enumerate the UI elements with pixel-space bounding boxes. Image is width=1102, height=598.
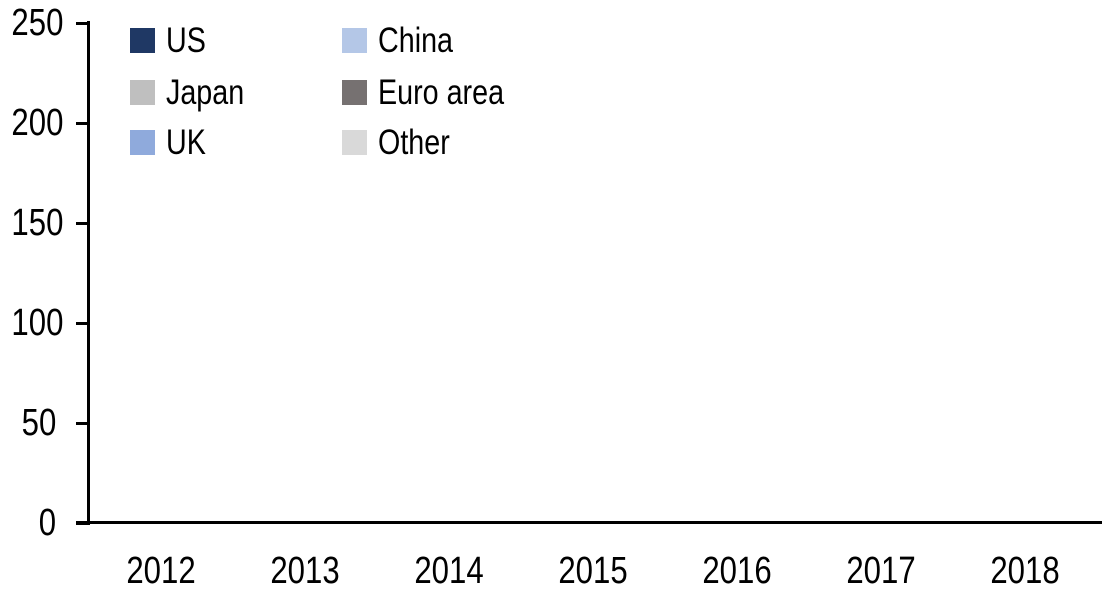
legend-label-uk: UK [166,122,206,162]
y-tick-label-200: 200 [11,102,64,144]
y-tick-mark-150 [76,221,90,225]
legend-label-other: Other [378,122,450,162]
x-axis [76,521,1102,524]
legend-item-china: China [342,20,469,60]
x-tick-label-2018: 2018 [990,550,1060,592]
legend-label-us: US [166,20,206,60]
x-tick-label-2014: 2014 [414,550,484,592]
legend-item-japan: Japan [130,72,261,112]
y-axis [87,21,90,525]
x-tick-label-2012: 2012 [126,550,196,592]
x-tick-label-2013: 2013 [270,550,340,592]
legend-swatch-us [130,27,155,53]
y-tick-label-150: 150 [11,202,64,244]
legend-label-japan: Japan [166,72,245,112]
y-tick-label-50: 50 [21,402,56,444]
legend-item-us: US [130,20,215,60]
legend-label-china: China [378,20,453,60]
y-tick-mark-200 [76,121,90,125]
y-tick-label-0: 0 [38,502,56,544]
legend-swatch-other [342,129,367,155]
y-tick-mark-50 [76,421,90,425]
legend-swatch-uk [130,129,155,155]
legend-swatch-japan [130,79,155,105]
legend-swatch-china [342,27,367,53]
legend-item-uk: UK [130,122,215,162]
y-tick-mark-100 [76,321,90,325]
y-tick-label-250: 250 [11,2,64,44]
y-tick-mark-250 [76,21,90,25]
x-tick-label-2015: 2015 [558,550,628,592]
x-tick-label-2016: 2016 [702,550,772,592]
x-tick-label-2017: 2017 [846,550,916,592]
legend-item-other: Other [342,122,466,162]
legend-item-euro-area: Euro area [342,72,532,112]
legend-label-euro-area: Euro area [378,72,505,112]
y-tick-label-100: 100 [11,302,64,344]
legend-swatch-euro-area [342,79,367,105]
